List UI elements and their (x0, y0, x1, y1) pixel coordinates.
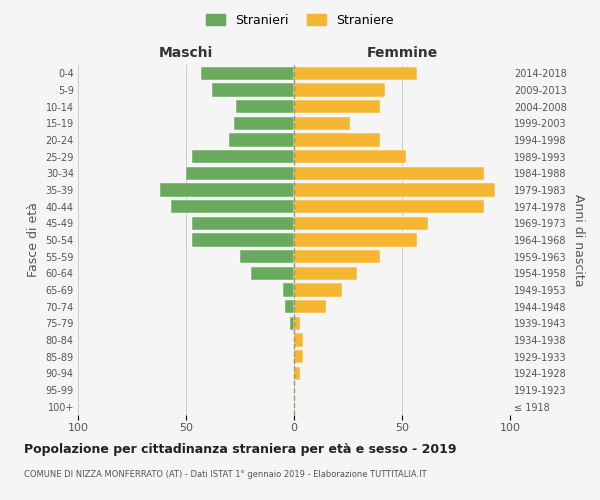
Bar (294, 116, 350, 130)
Bar (193, 234, 294, 246)
Bar (286, 300, 294, 314)
Bar (290, 316, 294, 330)
Bar (294, 216, 428, 230)
Bar (294, 134, 380, 146)
Bar (294, 266, 356, 280)
Text: Maschi: Maschi (159, 46, 213, 60)
Bar (201, 66, 294, 80)
Bar (294, 66, 417, 80)
Bar (294, 150, 406, 164)
Bar (240, 250, 294, 264)
Text: Femmine: Femmine (367, 46, 437, 60)
Bar (294, 316, 301, 330)
Text: Popolazione per cittadinanza straniera per età e sesso - 2019: Popolazione per cittadinanza straniera p… (24, 442, 457, 456)
Bar (294, 166, 484, 180)
Bar (294, 300, 326, 314)
Bar (294, 100, 380, 114)
Bar (251, 266, 294, 280)
Bar (193, 150, 294, 164)
Bar (160, 184, 294, 196)
Bar (229, 134, 294, 146)
Y-axis label: Fasce di età: Fasce di età (27, 202, 40, 278)
Bar (193, 216, 294, 230)
Text: COMUNE DI NIZZA MONFERRATO (AT) - Dati ISTAT 1° gennaio 2019 - Elaborazione TUTT: COMUNE DI NIZZA MONFERRATO (AT) - Dati I… (24, 470, 427, 479)
Bar (212, 84, 294, 96)
Bar (294, 284, 341, 296)
Bar (233, 116, 294, 130)
Y-axis label: Anni di nascita: Anni di nascita (572, 194, 586, 286)
Bar (294, 350, 302, 364)
Bar (294, 234, 417, 246)
Bar (171, 200, 294, 213)
Bar (294, 250, 380, 264)
Bar (283, 284, 294, 296)
Bar (294, 200, 484, 213)
Bar (294, 366, 301, 380)
Bar (294, 184, 495, 196)
Bar (236, 100, 294, 114)
Bar (294, 334, 302, 346)
Legend: Stranieri, Straniere: Stranieri, Straniere (202, 8, 398, 32)
Bar (186, 166, 294, 180)
Bar (294, 84, 385, 96)
